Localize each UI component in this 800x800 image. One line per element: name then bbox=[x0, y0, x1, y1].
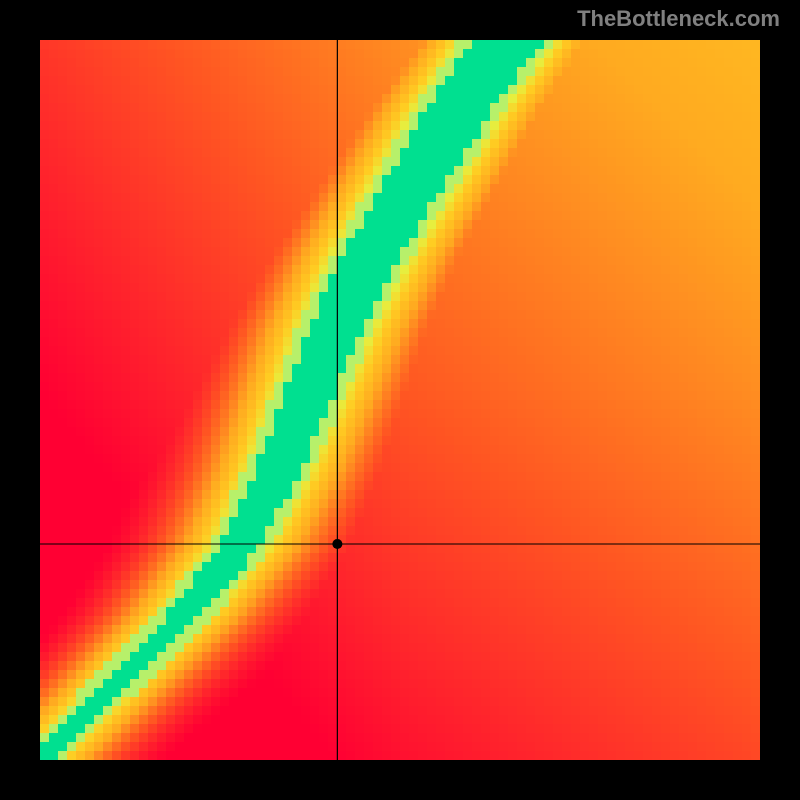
heatmap-canvas bbox=[40, 40, 760, 760]
plot-area bbox=[40, 40, 760, 760]
watermark-text: TheBottleneck.com bbox=[577, 6, 780, 32]
chart-container: TheBottleneck.com bbox=[0, 0, 800, 800]
